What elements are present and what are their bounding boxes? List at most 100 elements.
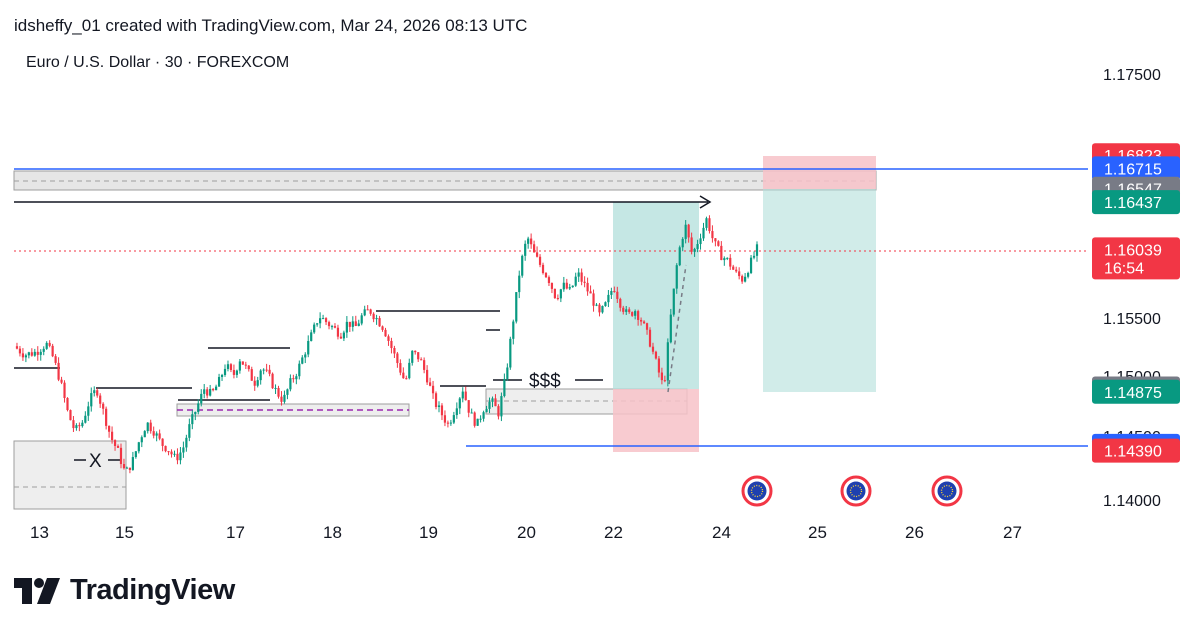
candle xyxy=(105,406,108,430)
candle xyxy=(482,410,485,422)
candlestick-series xyxy=(15,215,759,474)
candle xyxy=(696,239,699,253)
candle xyxy=(301,355,304,365)
candle xyxy=(443,410,447,427)
x-axis[interactable]: 13 15 17 18 19 20 22 24 25 26 27 xyxy=(30,523,1022,542)
candle xyxy=(286,388,289,400)
y-tick: 1.14000 xyxy=(1103,493,1161,510)
candle xyxy=(464,386,467,401)
candle xyxy=(247,364,250,372)
candle xyxy=(339,332,343,340)
candle xyxy=(705,216,708,231)
candle xyxy=(746,271,750,279)
candle xyxy=(470,408,473,414)
candle xyxy=(604,301,607,307)
candle xyxy=(200,389,203,407)
candle xyxy=(348,321,351,332)
candle xyxy=(197,399,200,415)
candle xyxy=(48,340,51,348)
candle xyxy=(366,305,369,311)
candle xyxy=(131,451,134,471)
candle xyxy=(461,387,464,403)
candle xyxy=(556,294,559,301)
structure-lines[interactable] xyxy=(14,310,500,401)
candle xyxy=(387,334,390,346)
candle xyxy=(42,346,45,356)
candle xyxy=(185,434,188,452)
candle xyxy=(262,368,265,375)
candle xyxy=(274,384,277,394)
candle xyxy=(319,312,322,329)
candle xyxy=(381,325,384,332)
candle xyxy=(434,391,438,410)
candle xyxy=(648,327,652,348)
candle xyxy=(357,319,360,327)
candle xyxy=(235,369,238,378)
candle xyxy=(360,313,363,326)
candle xyxy=(714,237,717,247)
long-position-risk[interactable] xyxy=(613,389,699,452)
candle xyxy=(613,286,616,293)
candle xyxy=(408,358,411,380)
short-position-risk[interactable] xyxy=(763,156,876,189)
candle xyxy=(66,397,69,412)
candle xyxy=(663,375,666,383)
candle xyxy=(179,447,182,465)
candle xyxy=(479,415,482,423)
candle xyxy=(402,367,405,379)
candle xyxy=(39,349,42,361)
candle xyxy=(565,278,568,290)
candle xyxy=(494,394,497,407)
candle xyxy=(720,241,723,261)
candle xyxy=(660,367,663,385)
short-position-profit[interactable] xyxy=(763,189,876,392)
candle xyxy=(283,390,286,404)
candle xyxy=(675,263,678,294)
candle xyxy=(533,240,536,253)
candle xyxy=(295,373,298,385)
candle xyxy=(351,316,354,332)
candle xyxy=(589,285,592,294)
candle xyxy=(657,355,661,378)
candle xyxy=(440,403,444,421)
tradingview-logo[interactable]: TradingView xyxy=(14,574,235,607)
candle xyxy=(161,438,164,452)
candle xyxy=(428,377,432,387)
eu-event-icon[interactable] xyxy=(840,475,872,507)
candle xyxy=(744,273,747,283)
candle xyxy=(226,360,230,372)
eu-event-icon[interactable] xyxy=(931,475,963,507)
candle xyxy=(485,405,488,413)
x-tick: 26 xyxy=(905,523,924,542)
candle xyxy=(313,322,316,334)
candle xyxy=(90,387,93,412)
candle xyxy=(259,369,262,385)
candle xyxy=(396,351,399,368)
candle xyxy=(399,359,402,376)
eu-event-icon[interactable] xyxy=(741,475,773,507)
x-tick: 15 xyxy=(115,523,134,542)
candle xyxy=(723,256,726,266)
candle xyxy=(122,458,126,470)
candle xyxy=(592,289,595,312)
price-label-countdown: 16:54 xyxy=(1104,260,1144,277)
price-label: 1.16437 xyxy=(1092,190,1180,215)
candle xyxy=(191,410,194,430)
candle xyxy=(672,288,675,317)
candle xyxy=(152,426,155,439)
candle xyxy=(140,435,143,448)
candle xyxy=(497,404,500,420)
candle xyxy=(119,443,123,469)
candle xyxy=(678,245,681,267)
liquidity-label: $$$ xyxy=(529,371,561,392)
candle xyxy=(622,305,625,315)
candle xyxy=(645,322,649,335)
candle xyxy=(194,411,197,421)
candle xyxy=(449,419,452,426)
x-tick: 20 xyxy=(517,523,536,542)
symbol-legend[interactable]: Euro / U.S. Dollar · 30 · FOREXCOM xyxy=(26,54,290,71)
candle xyxy=(188,418,191,442)
candle xyxy=(232,364,236,379)
